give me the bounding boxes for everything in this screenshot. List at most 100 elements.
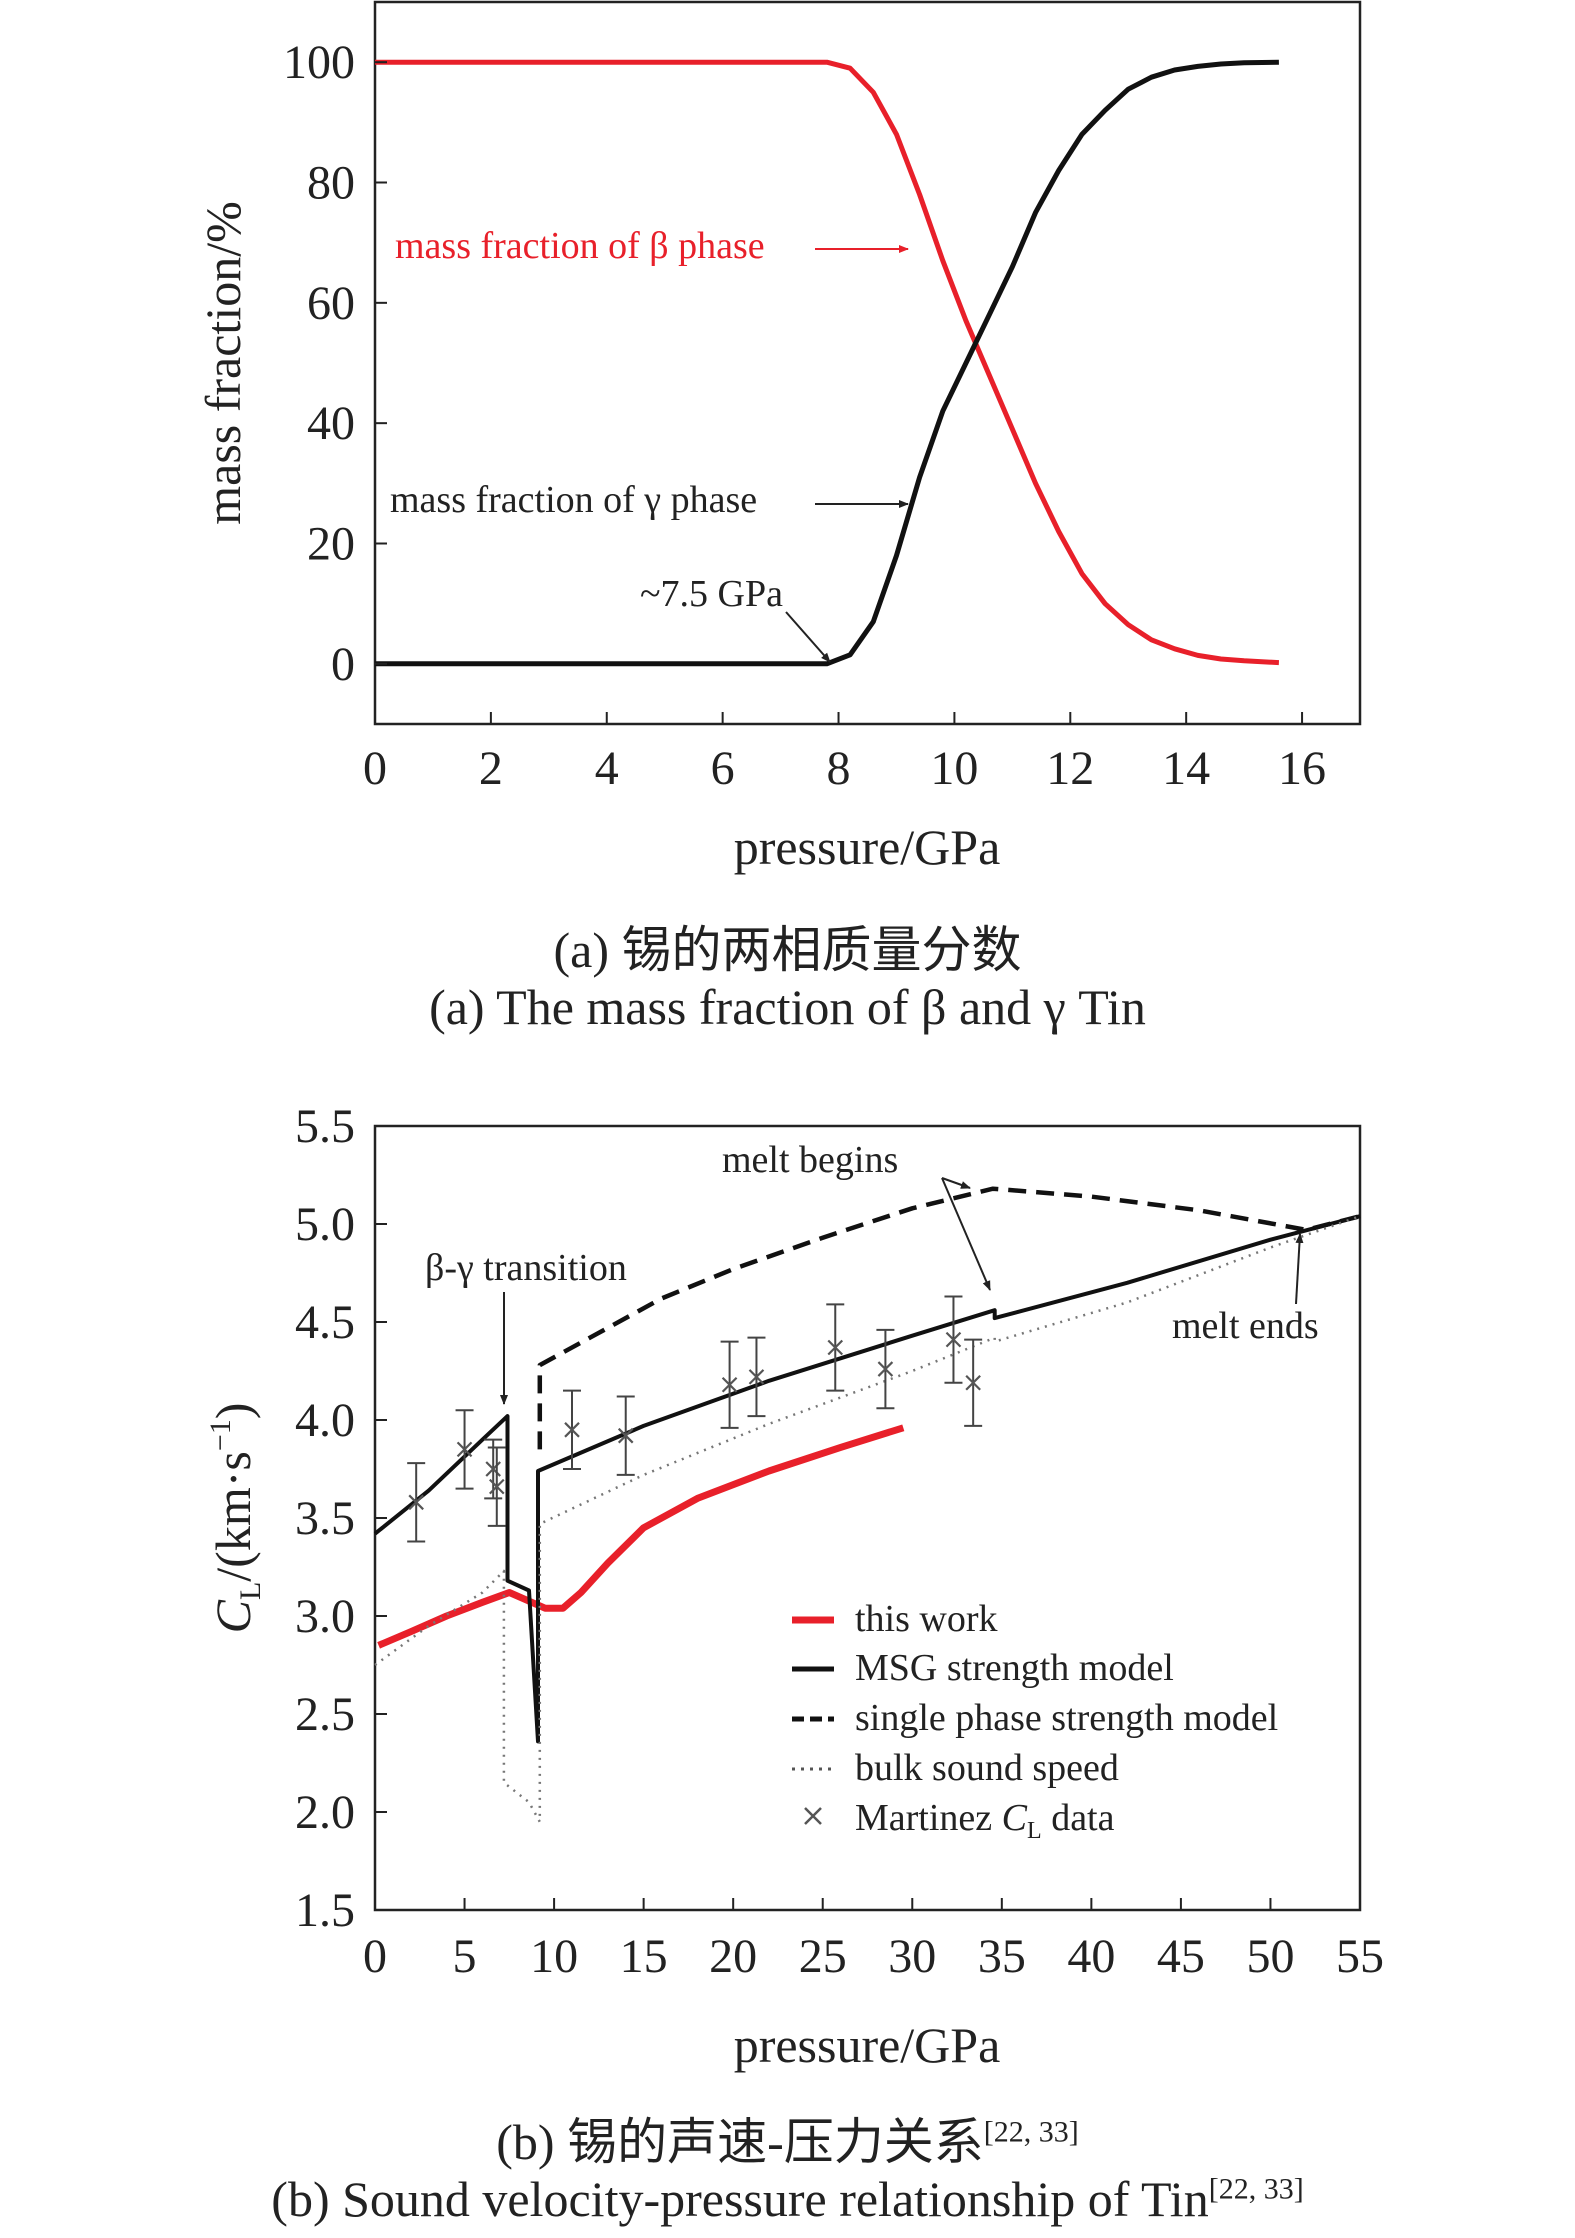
annotation-melt-begins-arrow-1 xyxy=(941,1177,971,1189)
b-xtick-label-20: 20 xyxy=(709,1930,757,1983)
annotation-beta-gamma-transition: β-γ transition xyxy=(425,1247,627,1289)
panel-a-ylabel: mass fraction/% xyxy=(195,201,251,525)
martinez-point-3 xyxy=(487,1446,506,1527)
b-ytick-label-5.5: 5.5 xyxy=(295,1100,355,1153)
panel-b-xlabel: pressure/GPa xyxy=(734,2017,1001,2073)
a-xtick-label-16: 16 xyxy=(1278,742,1326,795)
martinez-point-5 xyxy=(616,1395,635,1476)
martinez-marker-8 xyxy=(827,1339,844,1356)
panel-b-ylabel: CL/(km·s−1) xyxy=(204,1403,267,1634)
martinez-point-6 xyxy=(720,1340,739,1429)
martinez-point-4 xyxy=(563,1389,581,1470)
annotation-gamma-phase: mass fraction of γ phase xyxy=(390,479,757,521)
annotation-melt-ends: melt ends xyxy=(1172,1305,1319,1347)
panel-b-frame xyxy=(373,1124,1362,1912)
martinez-point-1 xyxy=(455,1409,474,1490)
caption-b-cn-text: (b) 锡的声速-压力关系 xyxy=(496,2114,984,2170)
a-xtick-label-6: 6 xyxy=(711,742,735,795)
martinez-point-8 xyxy=(826,1303,845,1392)
martinez-marker-1 xyxy=(456,1441,473,1458)
b-xtick-label-45: 45 xyxy=(1157,1930,1205,1983)
martinez-point-9 xyxy=(876,1328,895,1410)
caption-b-cn-ref: [22, 33] xyxy=(983,2115,1079,2149)
legend-label-martinez: Martinez CL data xyxy=(855,1797,1115,1844)
annotation-beta-phase: mass fraction of β phase xyxy=(395,225,765,267)
legend-label-msg: MSG strength model xyxy=(855,1647,1174,1689)
caption-a-cn: (a) 锡的两相质量分数 xyxy=(553,922,1022,978)
panel-a-xlabel: pressure/GPa xyxy=(734,819,1001,875)
martinez-marker-0 xyxy=(408,1494,424,1511)
b-xtick-label-25: 25 xyxy=(799,1930,847,1983)
b-xtick-label-50: 50 xyxy=(1246,1930,1294,1983)
a-xtick-label-14: 14 xyxy=(1162,742,1210,795)
legend-label-single-phase: single phase strength model xyxy=(855,1697,1278,1739)
b-xtick-label-15: 15 xyxy=(620,1930,668,1983)
a-xtick-label-10: 10 xyxy=(930,742,978,795)
b-xtick-label-5: 5 xyxy=(453,1930,477,1983)
caption-b-en-ref: [22, 33] xyxy=(1208,2172,1304,2206)
panel-a: 0 2 4 6 8 10 12 14 16 0 20 40 60 80 100 pressure/GPa m… xyxy=(195,0,1362,875)
legend: this work MSG strength model single phas… xyxy=(792,1598,1278,1844)
a-xtick-label-0: 0 xyxy=(363,742,387,795)
martinez-marker-3 xyxy=(489,1478,505,1495)
b-xtick-label-10: 10 xyxy=(530,1930,578,1983)
b-xtick-label-0: 0 xyxy=(363,1930,387,1983)
b-series-bulk-sound-speed xyxy=(374,1215,1361,1824)
annotation-7-5-gpa: ~7.5 GPa xyxy=(640,573,783,615)
martinez-point-2 xyxy=(484,1438,503,1500)
martinez-marker-9 xyxy=(877,1361,894,1377)
a-series-mass-fraction-of-phase xyxy=(375,59,1279,667)
martinez-point-11 xyxy=(964,1338,983,1427)
b-ytick-label-3: 3.0 xyxy=(295,1590,355,1643)
martinez-marker-6 xyxy=(721,1376,738,1393)
a-ytick-label-20: 20 xyxy=(307,518,355,571)
b-ytick-label-4: 4.0 xyxy=(295,1394,355,1447)
b-xtick-label-30: 30 xyxy=(888,1930,936,1983)
martinez-marker-2 xyxy=(485,1461,501,1477)
annotation-melt-begins-arrow-2 xyxy=(941,1177,991,1291)
a-ytick-label-100: 100 xyxy=(283,36,355,89)
martinez-point-0 xyxy=(407,1462,426,1543)
a-ytick-label-60: 60 xyxy=(307,277,355,330)
b-xtick-label-40: 40 xyxy=(1067,1930,1115,1983)
martinez-marker-4 xyxy=(564,1422,580,1438)
b-series-msg-strength-model xyxy=(373,1214,1361,1744)
b-ytick-label-5: 5.0 xyxy=(295,1198,355,1251)
caption-b-en-text: (b) Sound velocity-pressure relationship… xyxy=(271,2171,1209,2227)
legend-label-bulk: bulk sound speed xyxy=(855,1747,1119,1789)
legend-swatch-martinez xyxy=(804,1807,822,1825)
b-series-single-phase-strength-model xyxy=(537,1186,1361,1450)
b-xtick-label-55: 55 xyxy=(1336,1930,1384,1983)
annotation-melt-begins: melt begins xyxy=(722,1139,898,1181)
panel-a-frame xyxy=(373,0,1362,726)
panel-b: 0 5 10 15 20 25 30 35 40 45 50 55 1.5 2.0 2.5 3.0 3.5 4.0… xyxy=(204,1100,1384,2073)
a-xtick-label-8: 8 xyxy=(827,742,851,795)
martinez-marker-11 xyxy=(965,1374,981,1391)
legend-label-this-work: this work xyxy=(855,1598,998,1640)
caption-a-en: (a) The mass fraction of β and γ Tin xyxy=(429,979,1146,1035)
annotation-7-5-gpa-arrow xyxy=(785,611,831,663)
b-series-this-work xyxy=(377,1424,905,1649)
a-ytick-label-40: 40 xyxy=(307,397,355,450)
a-ytick-label-80: 80 xyxy=(307,157,355,210)
martinez-marker-7 xyxy=(748,1369,765,1385)
caption-b-en: (b) Sound velocity-pressure relationship… xyxy=(0,2170,1575,2228)
annotation-melt-ends-arrow xyxy=(1295,1233,1304,1305)
b-ytick-label-3.5: 3.5 xyxy=(295,1492,355,1545)
a-xtick-label-2: 2 xyxy=(479,742,503,795)
a-xtick-label-12: 12 xyxy=(1046,742,1094,795)
b-ytick-label-4.5: 4.5 xyxy=(295,1296,355,1349)
martinez-marker-5 xyxy=(617,1427,634,1444)
b-ytick-label-2: 2.0 xyxy=(295,1786,355,1839)
a-ytick-label-0: 0 xyxy=(331,638,355,691)
martinez-point-10 xyxy=(944,1295,963,1384)
martinez-marker-10 xyxy=(945,1331,962,1348)
a-xtick-label-4: 4 xyxy=(595,742,619,795)
martinez-point-7 xyxy=(747,1336,766,1418)
b-ytick-label-1.5: 1.5 xyxy=(295,1884,355,1937)
b-xtick-label-35: 35 xyxy=(978,1930,1026,1983)
caption-b-cn: (b) 锡的声速-压力关系[22, 33] xyxy=(0,2102,1575,2174)
a-series-mass-fraction-of-phase xyxy=(375,59,1280,666)
b-ytick-label-2.5: 2.5 xyxy=(295,1688,355,1741)
